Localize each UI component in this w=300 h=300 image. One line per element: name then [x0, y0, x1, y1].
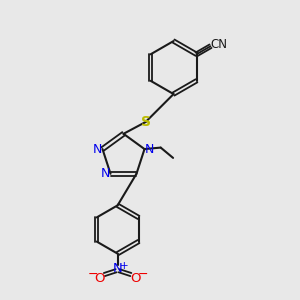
Text: CN: CN — [210, 38, 227, 51]
Text: O: O — [94, 272, 105, 285]
Text: N: N — [113, 262, 122, 275]
Text: N: N — [92, 142, 102, 156]
Text: −: − — [87, 268, 98, 281]
Text: N: N — [145, 142, 154, 156]
Text: N: N — [100, 167, 110, 180]
Text: S: S — [141, 115, 151, 129]
Text: −: − — [137, 268, 148, 281]
Text: +: + — [120, 261, 128, 271]
Text: O: O — [130, 272, 141, 285]
